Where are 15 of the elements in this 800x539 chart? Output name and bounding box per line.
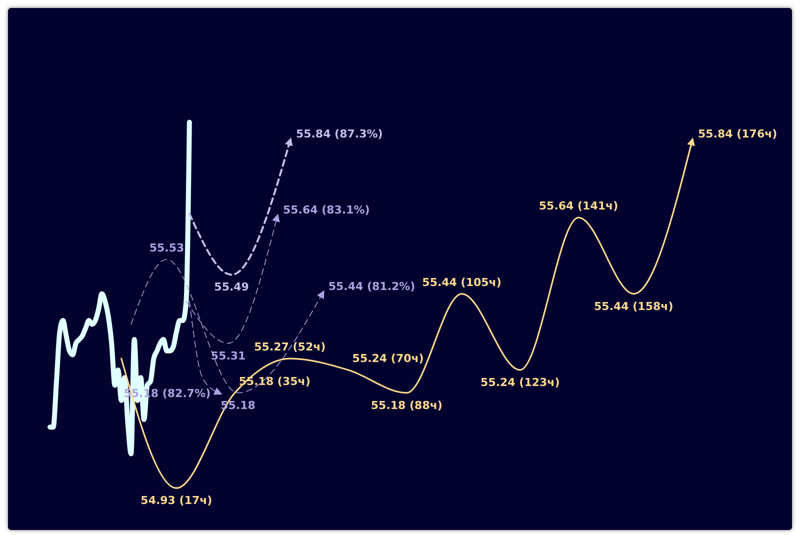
data-label: 55.18 (88ч) bbox=[370, 398, 442, 412]
data-label: 55.49 bbox=[214, 280, 249, 294]
data-label: 55.44 (158ч) bbox=[594, 300, 674, 313]
data-label: 55.24 (70ч) bbox=[352, 352, 424, 365]
data-label: 54.93 (17ч) bbox=[140, 494, 212, 508]
data-label: 55.53 bbox=[149, 241, 184, 254]
data-label: 55.64 (141ч) bbox=[538, 200, 618, 213]
data-label: 55.84 (176ч) bbox=[698, 127, 778, 140]
data-label: 55.84 (87.3%) bbox=[296, 127, 383, 140]
data-label: 55.64 (83.1%) bbox=[282, 204, 370, 217]
data-label: 55.44 (81.2%) bbox=[328, 280, 416, 293]
data-label: 55.31 bbox=[210, 349, 246, 362]
data-label: 55.27 (52ч) bbox=[254, 340, 326, 354]
data-label: 55.24 (123ч) bbox=[480, 376, 560, 389]
data-label: 55.44 (105ч) bbox=[422, 276, 502, 289]
